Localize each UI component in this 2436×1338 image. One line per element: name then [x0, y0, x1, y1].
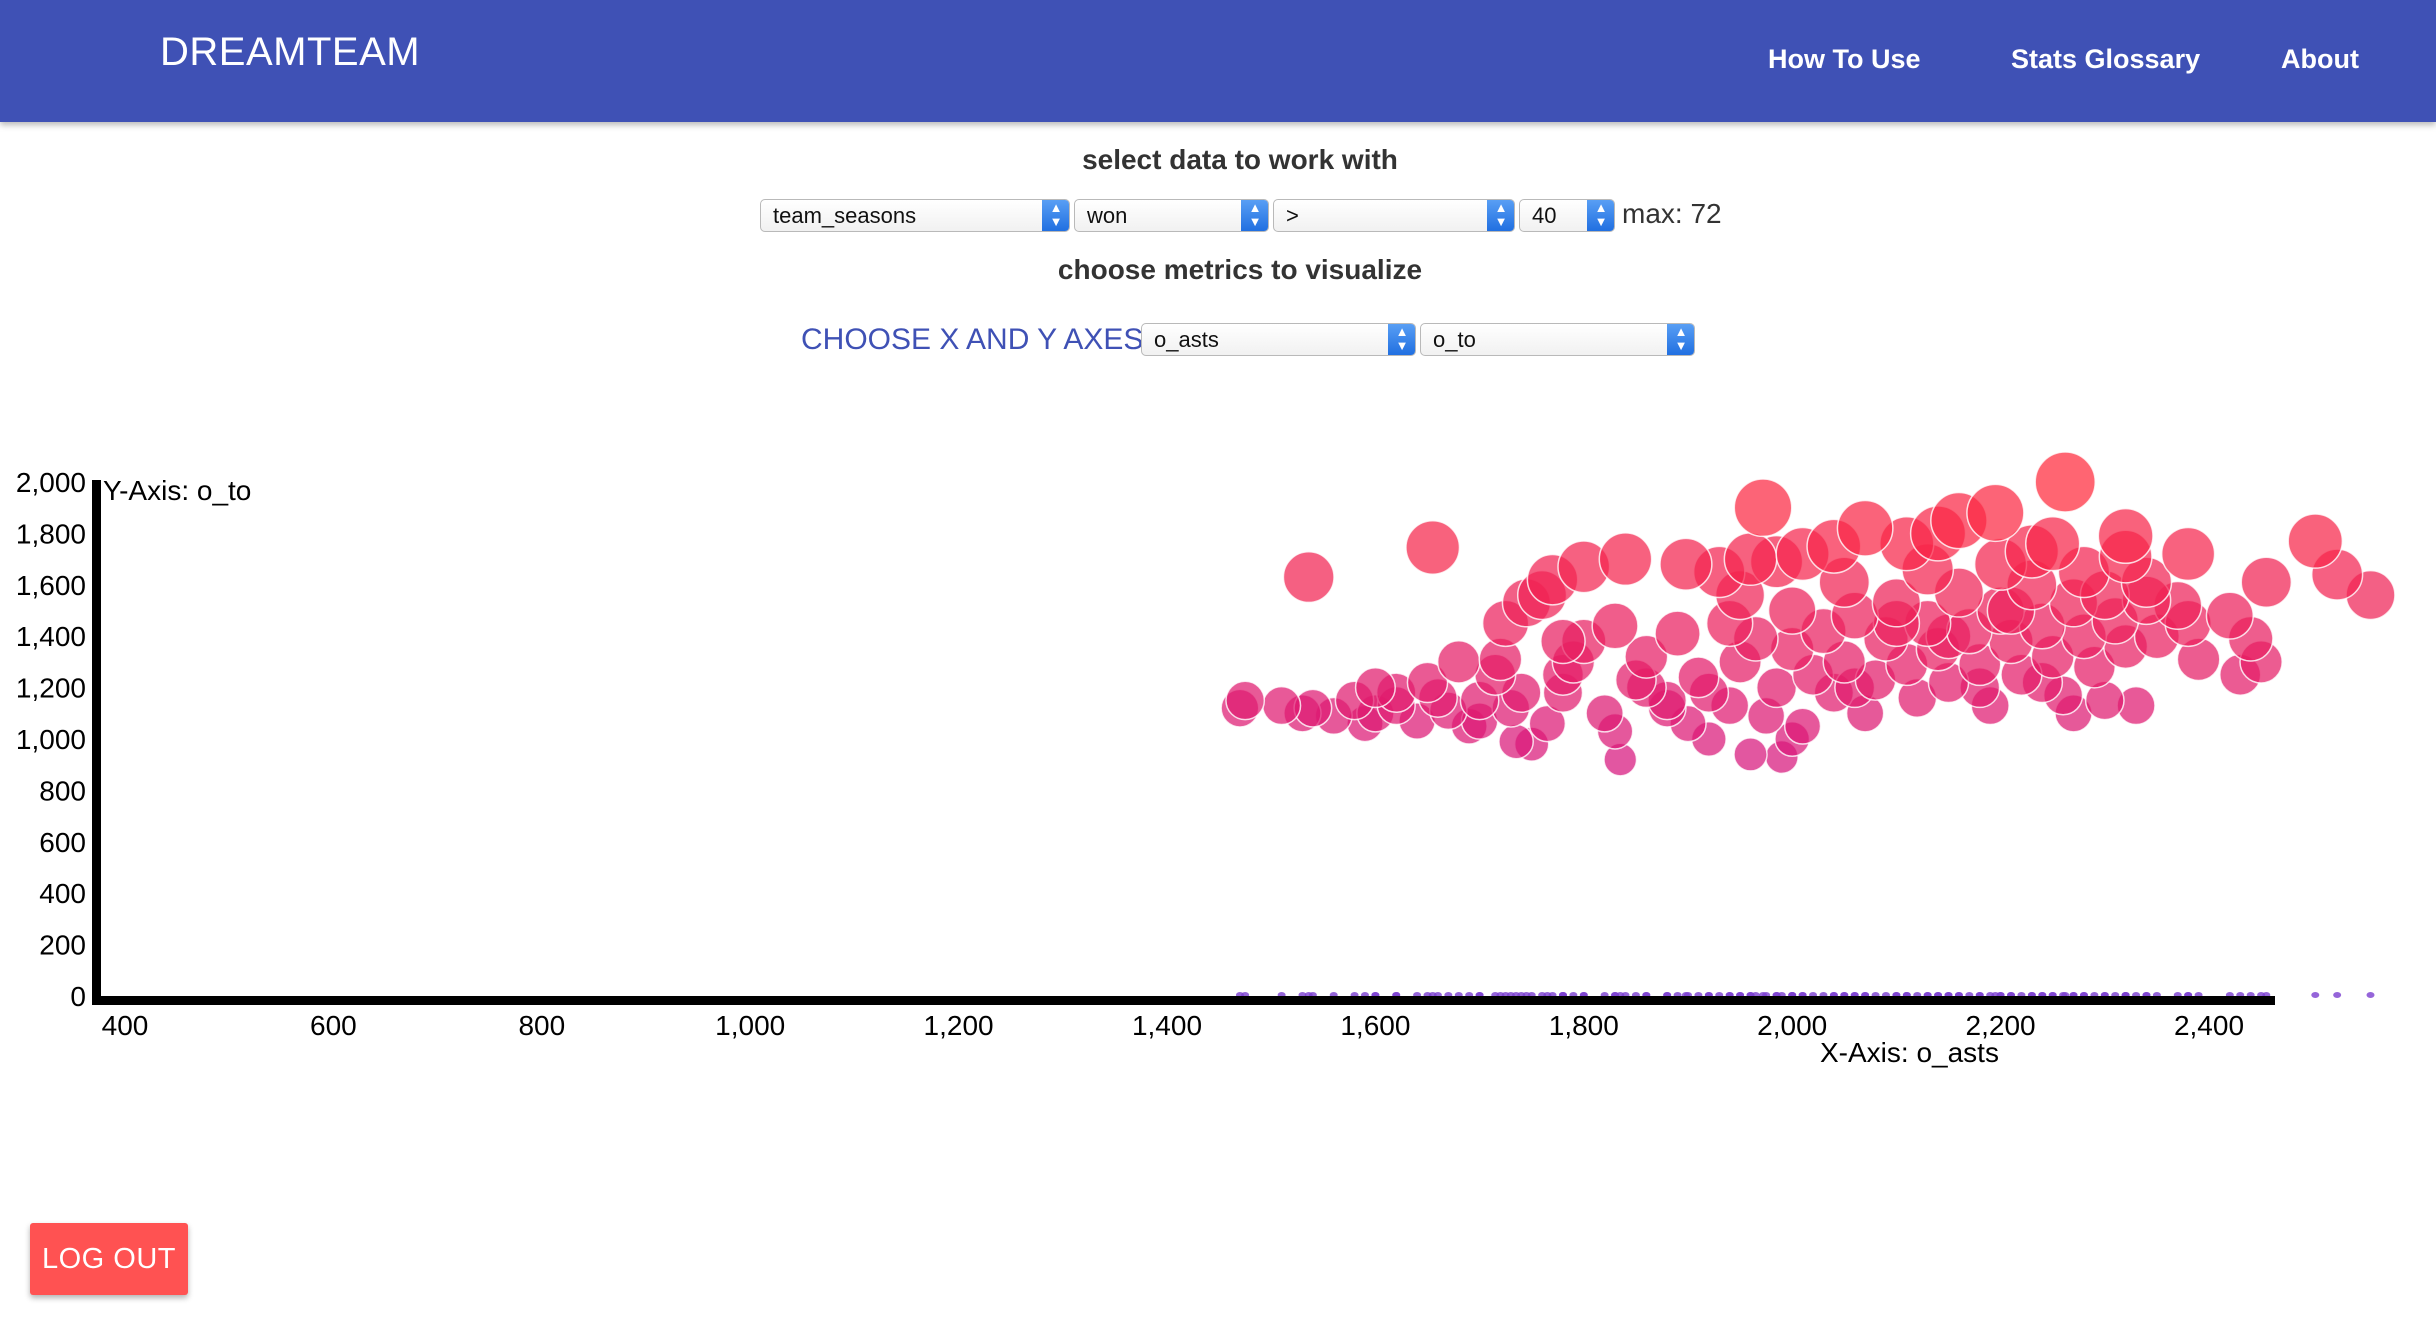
data-point [1585, 694, 1624, 733]
x-axis-label: X-Axis: o_asts [1820, 1037, 1999, 1068]
data-point [1498, 723, 1534, 760]
nav-stats-glossary[interactable]: Stats Glossary [2011, 44, 2201, 74]
chevron-updown-icon: ▲ ▼ [1667, 324, 1694, 355]
data-point [2287, 513, 2344, 569]
scatter-chart: 0 200 400 600 800 1,000 1,200 1,400 1,600 1,800 2,… [16, 451, 2396, 1068]
data-point [1677, 656, 1720, 699]
baseline-mark [2333, 992, 2342, 998]
y-axis-select-value: o_to [1433, 327, 1476, 352]
choose-metrics-heading: choose metrics to visualize [1057, 254, 1423, 285]
y-tick-label: 1,000 [16, 724, 86, 755]
data-point [1733, 737, 1768, 772]
x-tick-label: 400 [102, 1010, 149, 1041]
field-select[interactable]: won ▲ ▼ [1074, 199, 1269, 232]
value-select[interactable]: 40 ▲ ▼ [1519, 199, 1615, 232]
data-point [1406, 661, 1449, 704]
y-tick-label: 1,600 [16, 570, 86, 601]
x-tick-label: 1,600 [1340, 1010, 1410, 1041]
x-tick-label: 2,200 [1966, 1010, 2036, 1041]
baseline-mark [2311, 992, 2320, 998]
data-point [1540, 618, 1586, 665]
data-point [1723, 532, 1778, 587]
data-point [1871, 578, 1922, 628]
brand-logo[interactable]: DREAMTEAM [160, 30, 421, 74]
data-point [1836, 499, 1894, 557]
y-tick-label: 200 [39, 930, 86, 961]
y-tick-label: 400 [39, 878, 86, 909]
table-select-value: team_seasons [773, 203, 917, 228]
y-tick-label: 1,400 [16, 621, 86, 652]
chevron-updown-icon: ▲ ▼ [1487, 200, 1514, 231]
data-point [2034, 451, 2096, 513]
x-axis-select[interactable]: o_asts ▲ ▼ [1141, 323, 1416, 356]
data-point [1354, 667, 1396, 709]
y-tick-label: 1,800 [16, 518, 86, 549]
data-point [2160, 526, 2216, 582]
y-tick-label: 600 [39, 827, 86, 858]
data-point [1282, 551, 1335, 604]
data-point [1225, 680, 1266, 721]
data-point [1405, 520, 1461, 576]
value-select-value: 40 [1532, 203, 1557, 228]
data-point [1624, 634, 1669, 679]
y-axis-label: Y-Axis: o_to [103, 475, 251, 506]
data-point [1783, 707, 1822, 745]
x-tick-label: 600 [310, 1010, 357, 1041]
y-tick-label: 0 [70, 981, 86, 1012]
nav-how-to-use[interactable]: How To Use [1768, 44, 1921, 74]
table-select[interactable]: team_seasons ▲ ▼ [760, 199, 1070, 232]
chevron-updown-icon: ▲ ▼ [1388, 324, 1415, 355]
x-tick-label: 2,000 [1757, 1010, 1827, 1041]
data-point [1659, 537, 1713, 591]
top-navbar: DREAMTEAM How To Use Stats Glossary Abou… [0, 0, 2436, 122]
max-value-label: max: 72 [1622, 198, 1722, 229]
chevron-updown-icon: ▲ ▼ [1241, 200, 1268, 231]
data-point [1436, 640, 1481, 684]
chevron-updown-icon: ▲ ▼ [1042, 200, 1069, 231]
data-point [1261, 685, 1302, 726]
field-select-value: won [1087, 203, 1128, 228]
operator-select[interactable]: > ▲ ▼ [1273, 199, 1515, 232]
x-axis-ticks: 400 600 800 1,000 1,200 1,400 1,600 1,800 2,000 2… [102, 1010, 2244, 1041]
select-data-heading: select data to work with [1082, 144, 1398, 175]
data-point [2240, 556, 2293, 609]
data-point [1591, 602, 1639, 650]
logout-button[interactable]: LOG OUT [30, 1223, 188, 1295]
data-point [1966, 483, 2025, 543]
choose-axes-label: CHOOSE X AND Y AXES [801, 323, 1144, 356]
x-axis-select-value: o_asts [1154, 327, 1219, 352]
baseline-mark [2366, 992, 2375, 998]
x-tick-label: 1,200 [924, 1010, 994, 1041]
x-tick-label: 2,400 [2174, 1010, 2244, 1041]
data-point [2205, 591, 2254, 640]
x-tick-label: 1,000 [715, 1010, 785, 1041]
x-tick-label: 1,800 [1549, 1010, 1619, 1041]
x-tick-label: 800 [518, 1010, 565, 1041]
data-points [1220, 451, 2396, 777]
y-tick-label: 2,000 [16, 467, 86, 498]
y-axis-select[interactable]: o_to ▲ ▼ [1420, 323, 1695, 356]
data-point [1654, 610, 1701, 657]
nav-about[interactable]: About [2281, 44, 2359, 74]
y-tick-label: 800 [39, 775, 86, 806]
y-axis-ticks: 0 200 400 600 800 1,000 1,200 1,400 1,600 1,800 2,… [16, 467, 86, 1012]
y-axis-line [92, 480, 101, 998]
x-axis-line [92, 996, 2275, 1005]
data-point [2025, 515, 2081, 572]
data-point [1756, 667, 1798, 709]
data-point [1598, 532, 1653, 587]
operator-select-value: > [1286, 203, 1299, 228]
y-tick-label: 1,200 [16, 673, 86, 704]
data-point [1733, 478, 1793, 538]
x-tick-label: 1,400 [1132, 1010, 1202, 1041]
chevron-updown-icon: ▲ ▼ [1587, 200, 1614, 231]
data-point [2097, 507, 2154, 565]
data-point [1767, 586, 1817, 635]
